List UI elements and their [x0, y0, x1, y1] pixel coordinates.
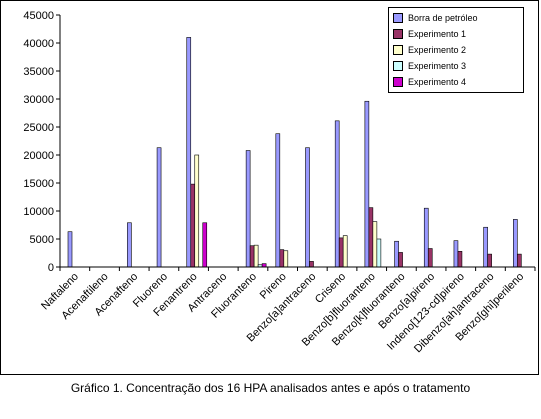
bar: [156, 147, 162, 268]
bar: [457, 251, 463, 268]
bar: [245, 150, 251, 268]
chart-legend: Borra de petróleo Experimento 1 Experiment…: [388, 7, 524, 93]
legend-item: Experimento 1: [393, 26, 519, 42]
legend-label: Experimento 4: [408, 77, 467, 87]
bar: [279, 249, 285, 268]
bar: [186, 37, 192, 268]
bar: [261, 263, 267, 268]
legend-item: Borra de petróleo: [393, 10, 519, 26]
bar: [513, 219, 518, 268]
bar: [517, 253, 522, 268]
bar: [394, 240, 399, 268]
bar: [194, 154, 200, 268]
bar: [376, 238, 382, 268]
legend-swatch: [393, 13, 403, 23]
bar: [253, 244, 259, 268]
legend-label: Experimento 2: [408, 45, 467, 55]
legend-swatch: [393, 61, 403, 71]
y-tick-label: 45000: [23, 10, 54, 22]
bar: [427, 248, 433, 268]
y-tick-label: 35000: [23, 66, 54, 78]
bar: [249, 245, 255, 268]
bar: [364, 100, 370, 268]
bar: [338, 237, 344, 268]
bar: [483, 226, 488, 268]
bar: [67, 231, 73, 268]
bar: [309, 261, 314, 268]
figure-caption: Gráfico 1. Concentração dos 16 HPA anali…: [70, 381, 471, 395]
bar: [342, 235, 348, 268]
y-tick-label: 10000: [23, 206, 54, 218]
legend-swatch: [393, 29, 403, 39]
bar: [487, 253, 492, 268]
bar: [453, 240, 459, 268]
legend-item: Experimento 4: [393, 74, 519, 90]
bar: [283, 250, 289, 268]
bar: [334, 120, 340, 268]
y-tick-label: 0: [48, 262, 54, 274]
bar: [368, 207, 374, 268]
bar: [127, 222, 132, 268]
y-tick-label: 15000: [23, 178, 54, 190]
legend-label: Borra de petróleo: [408, 13, 478, 23]
bar: [305, 147, 310, 268]
chart-plot: 0 5000 10000 15000 20000 25000 30000 35000 40000…: [23, 10, 536, 355]
legend-item: Experimento 3: [393, 58, 519, 74]
legend-label: Experimento 1: [408, 29, 467, 39]
bar: [398, 252, 403, 268]
legend-item: Experimento 2: [393, 42, 519, 58]
y-tick-label: 25000: [23, 122, 54, 134]
bar: [423, 207, 429, 268]
bar: [202, 222, 208, 268]
y-tick-label: 20000: [23, 150, 54, 162]
legend-swatch: [393, 45, 403, 55]
bar: [275, 133, 281, 268]
y-tick-label: 5000: [30, 234, 54, 246]
legend-swatch: [393, 77, 403, 87]
y-tick-label: 40000: [23, 38, 54, 50]
y-tick-label: 30000: [23, 94, 54, 106]
bar: [372, 221, 378, 268]
bar: [190, 183, 196, 268]
legend-label: Experimento 3: [408, 61, 467, 71]
